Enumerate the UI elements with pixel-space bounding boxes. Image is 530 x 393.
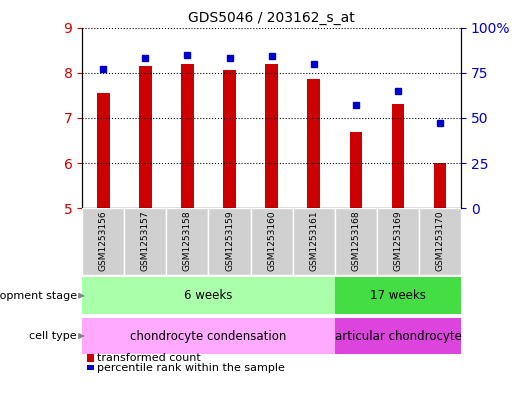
FancyBboxPatch shape — [335, 277, 461, 314]
Text: GSM1253158: GSM1253158 — [183, 210, 192, 271]
Text: GSM1253156: GSM1253156 — [99, 210, 108, 271]
FancyBboxPatch shape — [335, 208, 377, 275]
Title: GDS5046 / 203162_s_at: GDS5046 / 203162_s_at — [188, 11, 355, 25]
FancyBboxPatch shape — [335, 318, 461, 354]
Bar — [434, 163, 446, 208]
Bar — [181, 64, 194, 208]
Bar — [266, 64, 278, 208]
Text: development stage: development stage — [0, 291, 77, 301]
Bar — [97, 93, 110, 208]
Bar — [139, 66, 152, 208]
FancyBboxPatch shape — [208, 208, 251, 275]
Text: articular chondrocyte: articular chondrocyte — [334, 329, 462, 343]
Text: percentile rank within the sample: percentile rank within the sample — [97, 363, 285, 373]
FancyBboxPatch shape — [166, 208, 208, 275]
FancyBboxPatch shape — [419, 208, 461, 275]
Text: chondrocyte condensation: chondrocyte condensation — [130, 329, 287, 343]
Text: GSM1253159: GSM1253159 — [225, 210, 234, 271]
FancyBboxPatch shape — [293, 208, 335, 275]
Text: GSM1253168: GSM1253168 — [351, 210, 360, 271]
Bar — [223, 70, 236, 208]
Text: cell type: cell type — [29, 331, 77, 341]
Text: GSM1253161: GSM1253161 — [309, 210, 318, 271]
Text: GSM1253160: GSM1253160 — [267, 210, 276, 271]
Text: 17 weeks: 17 weeks — [370, 289, 426, 302]
FancyBboxPatch shape — [377, 208, 419, 275]
FancyBboxPatch shape — [82, 318, 335, 354]
Text: 6 weeks: 6 weeks — [184, 289, 233, 302]
Text: GSM1253157: GSM1253157 — [141, 210, 150, 271]
FancyBboxPatch shape — [251, 208, 293, 275]
Text: GSM1253169: GSM1253169 — [393, 210, 402, 271]
FancyBboxPatch shape — [82, 277, 335, 314]
Text: GSM1253170: GSM1253170 — [436, 210, 445, 271]
Bar — [307, 79, 320, 208]
FancyBboxPatch shape — [82, 208, 124, 275]
Bar — [349, 132, 362, 208]
Text: transformed count: transformed count — [97, 353, 201, 363]
FancyBboxPatch shape — [124, 208, 166, 275]
Bar — [392, 104, 404, 208]
